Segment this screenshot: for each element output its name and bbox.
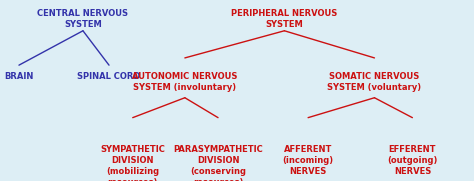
Text: BRAIN: BRAIN xyxy=(4,72,34,81)
Text: EFFERENT
(outgoing)
NERVES: EFFERENT (outgoing) NERVES xyxy=(387,145,438,176)
Text: SPINAL CORD: SPINAL CORD xyxy=(77,72,141,81)
Text: CENTRAL NERVOUS
SYSTEM: CENTRAL NERVOUS SYSTEM xyxy=(37,9,128,29)
Text: SYMPATHETIC
DIVISION
(mobilizing
resources): SYMPATHETIC DIVISION (mobilizing resourc… xyxy=(100,145,165,181)
Text: SOMATIC NERVOUS
SYSTEM (voluntary): SOMATIC NERVOUS SYSTEM (voluntary) xyxy=(328,72,421,92)
Text: PARASYMPATHETIC
DIVISION
(conserving
resources): PARASYMPATHETIC DIVISION (conserving res… xyxy=(173,145,263,181)
Text: PERIPHERAL NERVOUS
SYSTEM: PERIPHERAL NERVOUS SYSTEM xyxy=(231,9,337,29)
Text: AUTONOMIC NERVOUS
SYSTEM (involuntary): AUTONOMIC NERVOUS SYSTEM (involuntary) xyxy=(132,72,237,92)
Text: AFFERENT
(incoming)
NERVES: AFFERENT (incoming) NERVES xyxy=(283,145,334,176)
